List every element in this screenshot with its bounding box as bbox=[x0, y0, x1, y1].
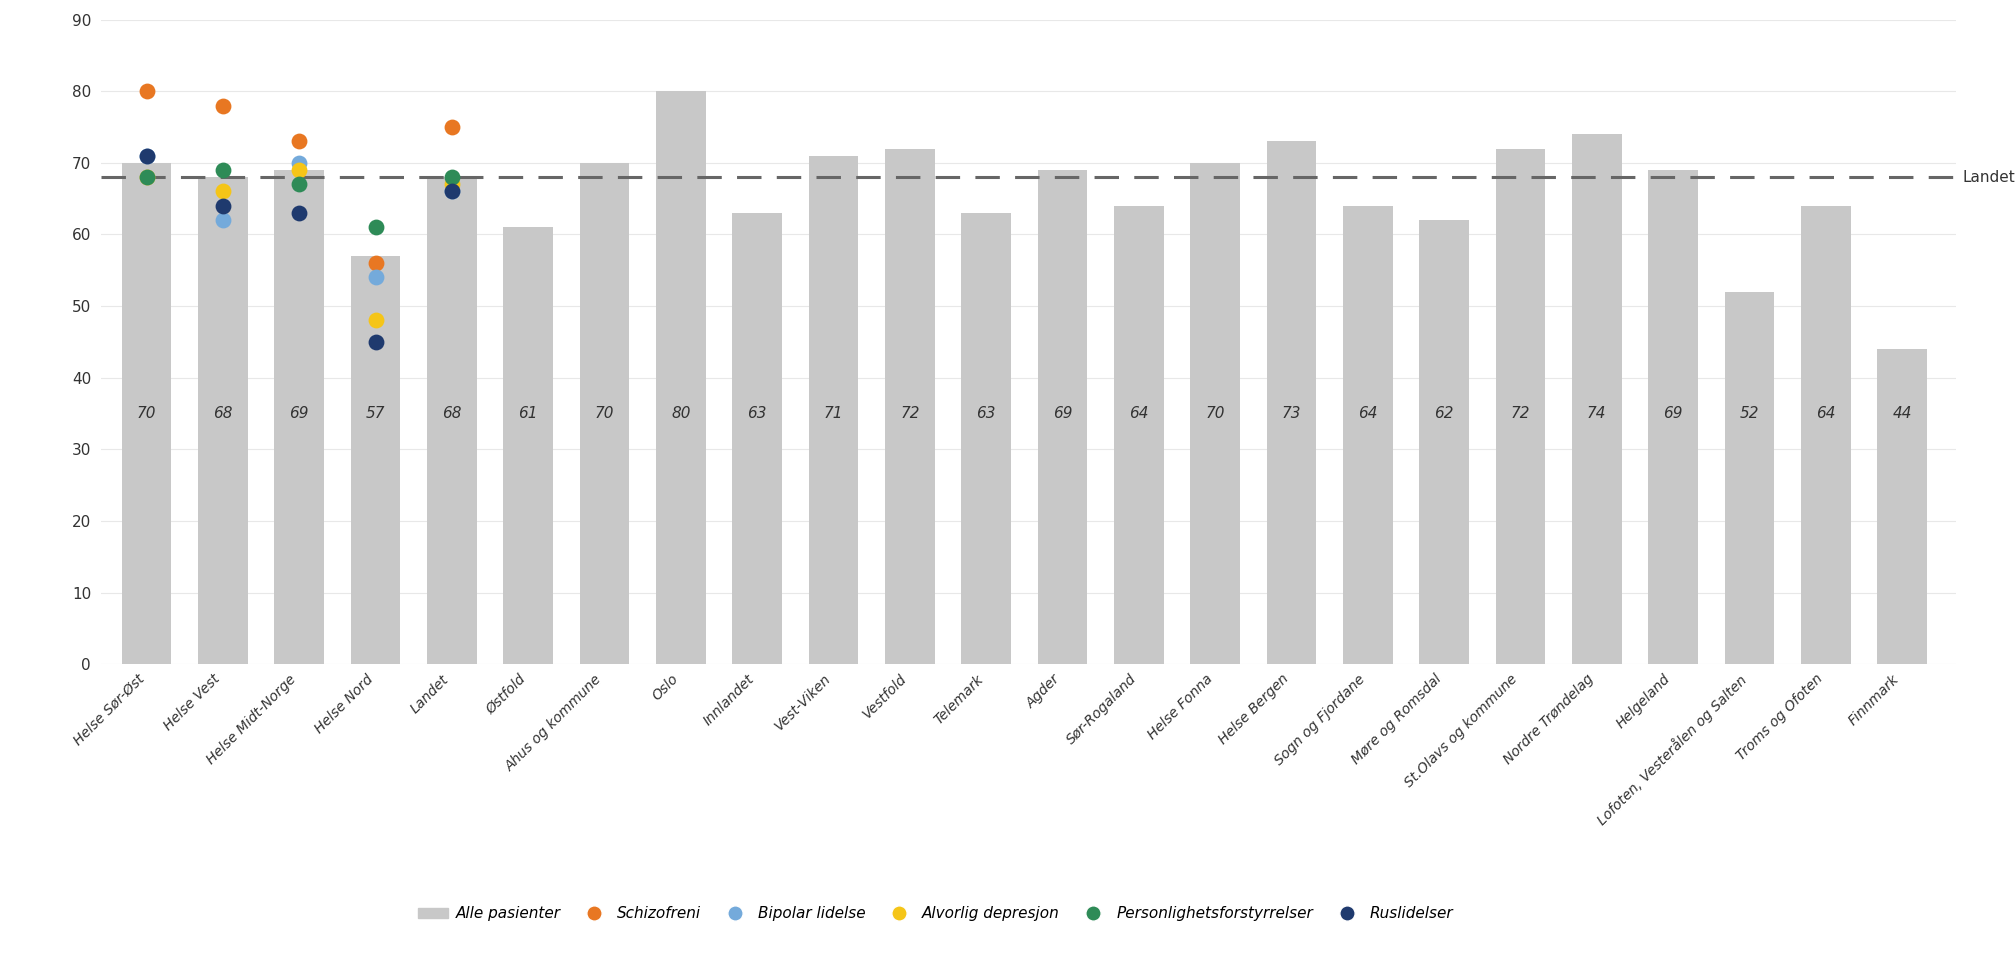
Point bbox=[208, 184, 240, 199]
Bar bbox=[274, 170, 325, 664]
Text: 64: 64 bbox=[1129, 406, 1149, 421]
Bar bbox=[1649, 170, 1697, 664]
Text: 71: 71 bbox=[825, 406, 843, 421]
Point bbox=[282, 162, 314, 178]
Text: 52: 52 bbox=[1740, 406, 1760, 421]
Bar bbox=[808, 155, 859, 664]
Bar bbox=[1343, 206, 1393, 664]
Point bbox=[435, 177, 468, 192]
Text: 72: 72 bbox=[1510, 406, 1530, 421]
Point bbox=[282, 134, 314, 149]
Text: 74: 74 bbox=[1587, 406, 1607, 421]
Point bbox=[282, 155, 314, 171]
Text: 69: 69 bbox=[1663, 406, 1683, 421]
Bar bbox=[1572, 134, 1621, 664]
Point bbox=[131, 169, 163, 185]
Text: 68: 68 bbox=[214, 406, 232, 421]
Point bbox=[208, 162, 240, 178]
Text: 63: 63 bbox=[748, 406, 766, 421]
Text: 69: 69 bbox=[290, 406, 308, 421]
Point bbox=[359, 313, 391, 328]
Text: 62: 62 bbox=[1435, 406, 1454, 421]
Bar bbox=[1189, 163, 1240, 664]
Text: 72: 72 bbox=[899, 406, 919, 421]
Point bbox=[435, 184, 468, 199]
Text: 64: 64 bbox=[1359, 406, 1377, 421]
Bar bbox=[1877, 349, 1927, 664]
Bar bbox=[504, 228, 552, 664]
Text: 80: 80 bbox=[671, 406, 691, 421]
Bar bbox=[885, 149, 935, 664]
Text: 44: 44 bbox=[1893, 406, 1911, 421]
Point bbox=[131, 148, 163, 163]
Point bbox=[282, 205, 314, 221]
Bar bbox=[732, 213, 782, 664]
Bar bbox=[1038, 170, 1087, 664]
Bar bbox=[1724, 292, 1774, 664]
Point bbox=[131, 169, 163, 185]
Point bbox=[359, 255, 391, 271]
Point bbox=[435, 119, 468, 135]
Point bbox=[435, 169, 468, 185]
Point bbox=[435, 184, 468, 199]
Bar bbox=[351, 256, 401, 664]
Point bbox=[359, 334, 391, 350]
Point bbox=[131, 148, 163, 163]
Bar bbox=[1496, 149, 1546, 664]
Bar bbox=[1419, 220, 1470, 664]
Text: 70: 70 bbox=[137, 406, 157, 421]
Text: Landet: Landet bbox=[1962, 170, 2016, 185]
Point bbox=[208, 212, 240, 228]
Text: 57: 57 bbox=[365, 406, 385, 421]
Legend: Alle pasienter, Schizofreni, Bipolar lidelse, Alvorlig depresjon, Personlighetsf: Alle pasienter, Schizofreni, Bipolar lid… bbox=[411, 901, 1460, 927]
Point bbox=[282, 177, 314, 192]
Text: 61: 61 bbox=[518, 406, 538, 421]
Bar bbox=[1115, 206, 1163, 664]
Point bbox=[131, 83, 163, 99]
Text: 70: 70 bbox=[595, 406, 615, 421]
Text: 63: 63 bbox=[976, 406, 996, 421]
Bar bbox=[1800, 206, 1851, 664]
Point bbox=[208, 198, 240, 214]
Bar bbox=[581, 163, 629, 664]
Text: 64: 64 bbox=[1816, 406, 1835, 421]
Bar bbox=[121, 163, 171, 664]
Point bbox=[359, 220, 391, 235]
Point bbox=[359, 270, 391, 285]
Bar bbox=[1266, 142, 1316, 664]
Point bbox=[208, 98, 240, 113]
Bar bbox=[655, 91, 706, 664]
Bar bbox=[962, 213, 1010, 664]
Bar bbox=[427, 177, 476, 664]
Text: 69: 69 bbox=[1052, 406, 1073, 421]
Text: 70: 70 bbox=[1206, 406, 1226, 421]
Text: 73: 73 bbox=[1282, 406, 1300, 421]
Text: 68: 68 bbox=[442, 406, 462, 421]
Bar bbox=[198, 177, 248, 664]
